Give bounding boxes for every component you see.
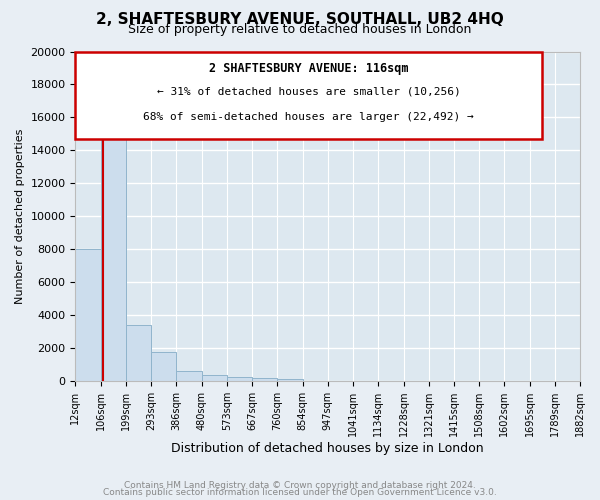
Bar: [277, 379, 302, 381]
Text: Contains public sector information licensed under the Open Government Licence v3: Contains public sector information licen…: [103, 488, 497, 497]
Y-axis label: Number of detached properties: Number of detached properties: [15, 128, 25, 304]
Bar: [176, 372, 202, 381]
Text: 2, SHAFTESBURY AVENUE, SOUTHALL, UB2 4HQ: 2, SHAFTESBURY AVENUE, SOUTHALL, UB2 4HQ: [96, 12, 504, 28]
Bar: [252, 378, 277, 381]
Bar: [202, 376, 227, 381]
Text: 2 SHAFTESBURY AVENUE: 116sqm: 2 SHAFTESBURY AVENUE: 116sqm: [209, 62, 409, 75]
Bar: [101, 108, 126, 381]
Text: ← 31% of detached houses are smaller (10,256): ← 31% of detached houses are smaller (10…: [157, 86, 461, 96]
Text: Contains HM Land Registry data © Crown copyright and database right 2024.: Contains HM Land Registry data © Crown c…: [124, 480, 476, 490]
Bar: [151, 352, 176, 381]
Bar: [227, 377, 252, 381]
Bar: [76, 250, 101, 381]
Text: Size of property relative to detached houses in London: Size of property relative to detached ho…: [128, 22, 472, 36]
FancyBboxPatch shape: [76, 52, 542, 139]
X-axis label: Distribution of detached houses by size in London: Distribution of detached houses by size …: [172, 442, 484, 455]
Text: 68% of semi-detached houses are larger (22,492) →: 68% of semi-detached houses are larger (…: [143, 112, 474, 122]
Bar: [126, 325, 151, 381]
